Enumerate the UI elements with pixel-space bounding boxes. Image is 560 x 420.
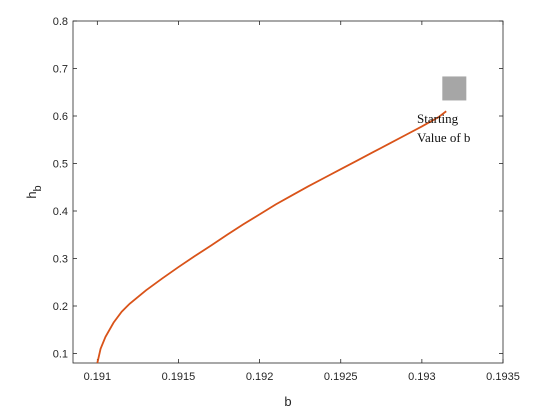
- x-tick-label: 0.191: [84, 371, 112, 383]
- x-axis-label: b: [284, 394, 291, 409]
- y-tick-label: 0.5: [53, 159, 68, 171]
- series-line: [96, 110, 447, 364]
- y-axis-label-main: h: [24, 191, 39, 198]
- starting-value-marker: [442, 76, 467, 101]
- annotation-line-1: Starting: [417, 111, 459, 126]
- y-axis-ticks: 0.1 0.2 0.3 0.4 0.5 0.6 0.7 0.8: [53, 16, 503, 361]
- y-axis-label: hb: [24, 185, 44, 198]
- y-tick-label: 0.3: [53, 254, 68, 266]
- annotation-line-2: Value of b: [417, 130, 470, 145]
- x-tick-label: 0.1925: [324, 371, 358, 383]
- y-tick-label: 0.8: [53, 16, 68, 28]
- x-tick-label: 0.1935: [486, 371, 520, 383]
- plot-area: [72, 20, 504, 364]
- x-tick-label: 0.193: [408, 371, 436, 383]
- y-tick-label: 0.4: [53, 206, 68, 218]
- y-axis-label-subscript: b: [32, 185, 44, 191]
- x-tick-label: 0.192: [246, 371, 274, 383]
- svg-text:hb: hb: [24, 185, 44, 198]
- y-tick-label: 0.6: [53, 111, 68, 123]
- starting-value-annotation: Starting Value of b: [417, 111, 470, 145]
- y-tick-label: 0.2: [53, 301, 68, 313]
- x-axis-ticks: 0.191 0.1915 0.192 0.1925 0.193 0.1935: [84, 21, 520, 383]
- x-tick-label: 0.1915: [162, 371, 196, 383]
- y-tick-label: 0.7: [53, 64, 68, 76]
- y-tick-label: 0.1: [53, 349, 68, 361]
